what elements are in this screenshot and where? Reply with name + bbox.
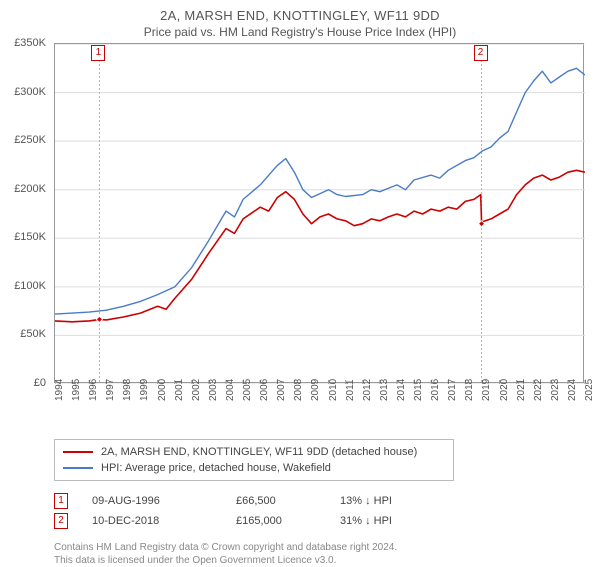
- x-tick-label: 2024: [567, 379, 578, 401]
- x-tick-label: 1999: [139, 379, 150, 401]
- legend-swatch: [63, 467, 93, 469]
- event-price: £165,000: [236, 515, 316, 527]
- event-pct: 31% ↓ HPI: [340, 515, 420, 527]
- x-tick-label: 2016: [430, 379, 441, 401]
- event-row: 2 10-DEC-2018 £165,000 31% ↓ HPI: [54, 511, 590, 531]
- event-badge-2: 2: [474, 45, 488, 61]
- x-tick-label: 2003: [208, 379, 219, 401]
- event-row-badge: 1: [54, 493, 68, 509]
- x-tick-label: 1995: [71, 379, 82, 401]
- event-row-badge: 2: [54, 513, 68, 529]
- legend-box: 2A, MARSH END, KNOTTINGLEY, WF11 9DD (de…: [54, 439, 454, 481]
- x-tick-label: 2002: [191, 379, 202, 401]
- y-tick-label: £150K: [14, 231, 46, 243]
- x-axis-labels: 1994199519961997199819992000200120022003…: [54, 383, 584, 403]
- y-tick-label: £100K: [14, 280, 46, 292]
- x-tick-label: 2010: [328, 379, 339, 401]
- y-tick-label: £0: [34, 377, 46, 389]
- x-tick-label: 2006: [259, 379, 270, 401]
- x-tick-label: 1996: [88, 379, 99, 401]
- x-tick-label: 2023: [550, 379, 561, 401]
- chart-title-block: 2A, MARSH END, KNOTTINGLEY, WF11 9DD Pri…: [10, 8, 590, 39]
- event-date: 10-DEC-2018: [92, 515, 212, 527]
- x-tick-label: 2020: [499, 379, 510, 401]
- x-tick-label: 2007: [276, 379, 287, 401]
- y-tick-label: £250K: [14, 134, 46, 146]
- legend-label: HPI: Average price, detached house, Wake…: [101, 462, 331, 474]
- x-tick-label: 2012: [362, 379, 373, 401]
- event-price: £66,500: [236, 495, 316, 507]
- chart-area: £0£50K£100K£150K£200K£250K£300K£350K 199…: [10, 43, 590, 403]
- y-tick-label: £200K: [14, 183, 46, 195]
- x-tick-label: 2017: [447, 379, 458, 401]
- footer-attribution: Contains HM Land Registry data © Crown c…: [54, 541, 590, 567]
- plot-area: [54, 43, 584, 383]
- legend-row: HPI: Average price, detached house, Wake…: [63, 460, 445, 476]
- plot-svg: [55, 44, 585, 384]
- x-tick-label: 2005: [242, 379, 253, 401]
- legend-label: 2A, MARSH END, KNOTTINGLEY, WF11 9DD (de…: [101, 446, 417, 458]
- x-tick-label: 1994: [54, 379, 65, 401]
- footer-line2: This data is licensed under the Open Gov…: [54, 554, 590, 567]
- y-axis-labels: £0£50K£100K£150K£200K£250K£300K£350K: [10, 43, 50, 383]
- x-tick-label: 1998: [122, 379, 133, 401]
- x-tick-label: 2013: [379, 379, 390, 401]
- x-tick-label: 2008: [293, 379, 304, 401]
- legend-row: 2A, MARSH END, KNOTTINGLEY, WF11 9DD (de…: [63, 444, 445, 460]
- x-tick-label: 2009: [310, 379, 321, 401]
- event-table: 1 09-AUG-1996 £66,500 13% ↓ HPI 2 10-DEC-2018…: [54, 491, 590, 531]
- x-tick-label: 2021: [516, 379, 527, 401]
- x-tick-label: 2004: [225, 379, 236, 401]
- x-tick-label: 2019: [481, 379, 492, 401]
- event-pct: 13% ↓ HPI: [340, 495, 420, 507]
- title-address: 2A, MARSH END, KNOTTINGLEY, WF11 9DD: [10, 8, 590, 23]
- y-tick-label: £350K: [14, 37, 46, 49]
- x-tick-label: 1997: [105, 379, 116, 401]
- x-tick-label: 2011: [345, 379, 356, 401]
- x-tick-label: 2022: [533, 379, 544, 401]
- x-tick-label: 2000: [157, 379, 168, 401]
- event-date: 09-AUG-1996: [92, 495, 212, 507]
- event-badge-1: 1: [91, 45, 105, 61]
- x-tick-label: 2018: [464, 379, 475, 401]
- x-tick-label: 2025: [584, 379, 595, 401]
- x-tick-label: 2014: [396, 379, 407, 401]
- event-row: 1 09-AUG-1996 £66,500 13% ↓ HPI: [54, 491, 590, 511]
- x-tick-label: 2001: [174, 379, 185, 401]
- legend-swatch: [63, 451, 93, 453]
- x-tick-label: 2015: [413, 379, 424, 401]
- y-tick-label: £50K: [20, 328, 46, 340]
- title-subtitle: Price paid vs. HM Land Registry's House …: [10, 25, 590, 39]
- y-tick-label: £300K: [14, 86, 46, 98]
- footer-line1: Contains HM Land Registry data © Crown c…: [54, 541, 590, 554]
